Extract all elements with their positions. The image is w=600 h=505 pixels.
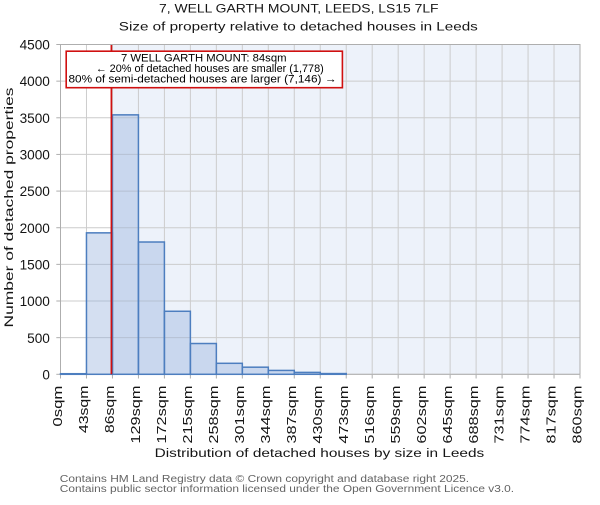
- svg-text:774sqm: 774sqm: [518, 386, 533, 444]
- svg-text:473sqm: 473sqm: [336, 386, 351, 444]
- svg-text:80% of semi-detached houses ar: 80% of semi-detached houses are larger (…: [69, 73, 337, 85]
- svg-text:344sqm: 344sqm: [258, 386, 273, 444]
- svg-text:← 20% of detached houses are s: ← 20% of detached houses are smaller (1,…: [96, 63, 324, 75]
- svg-text:4000: 4000: [20, 74, 50, 89]
- svg-text:1500: 1500: [20, 257, 50, 272]
- svg-text:516sqm: 516sqm: [362, 386, 377, 444]
- svg-text:7 WELL GARTH MOUNT: 84sqm: 7 WELL GARTH MOUNT: 84sqm: [121, 53, 287, 65]
- svg-text:387sqm: 387sqm: [284, 386, 299, 444]
- svg-text:Distribution of detached house: Distribution of detached houses by size …: [155, 446, 485, 460]
- svg-text:172sqm: 172sqm: [154, 386, 169, 444]
- svg-text:602sqm: 602sqm: [414, 386, 429, 444]
- svg-text:0: 0: [42, 367, 50, 382]
- svg-text:258sqm: 258sqm: [206, 386, 221, 444]
- svg-text:688sqm: 688sqm: [466, 386, 481, 444]
- svg-text:3500: 3500: [20, 111, 50, 126]
- svg-text:731sqm: 731sqm: [492, 386, 507, 444]
- svg-text:1000: 1000: [20, 294, 50, 309]
- svg-text:4500: 4500: [20, 38, 50, 53]
- svg-text:817sqm: 817sqm: [544, 386, 559, 444]
- svg-text:500: 500: [27, 331, 50, 346]
- svg-text:86sqm: 86sqm: [102, 386, 117, 434]
- svg-text:43sqm: 43sqm: [76, 386, 91, 434]
- svg-text:645sqm: 645sqm: [440, 386, 455, 444]
- svg-text:215sqm: 215sqm: [180, 386, 195, 444]
- svg-text:2000: 2000: [20, 221, 50, 236]
- svg-text:3000: 3000: [20, 148, 50, 163]
- svg-text:430sqm: 430sqm: [310, 386, 325, 444]
- svg-text:Contains HM Land Registry data: Contains HM Land Registry data © Crown c…: [60, 474, 469, 485]
- svg-text:Number of detached properties: Number of detached properties: [2, 88, 16, 328]
- svg-text:Contains public sector informa: Contains public sector information licen…: [60, 484, 514, 495]
- svg-text:Size of property relative to d: Size of property relative to detached ho…: [119, 19, 478, 33]
- svg-text:0sqm: 0sqm: [50, 386, 65, 427]
- svg-text:559sqm: 559sqm: [388, 386, 403, 444]
- svg-text:129sqm: 129sqm: [128, 386, 143, 444]
- svg-text:2500: 2500: [20, 184, 50, 199]
- svg-text:301sqm: 301sqm: [232, 386, 247, 444]
- svg-text:7, WELL GARTH MOUNT, LEEDS, LS: 7, WELL GARTH MOUNT, LEEDS, LS15 7LF: [159, 1, 439, 15]
- svg-text:860sqm: 860sqm: [570, 386, 585, 444]
